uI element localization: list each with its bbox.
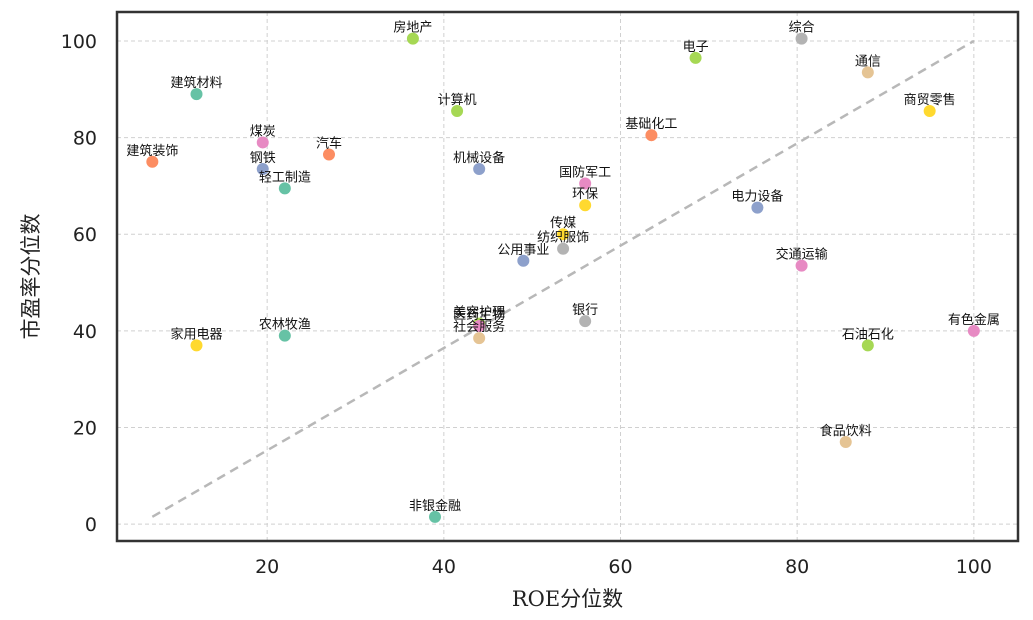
data-point [146, 155, 159, 168]
x-tick-labels: 20 40 60 80 100 [255, 556, 992, 578]
data-point [406, 32, 419, 45]
data-point [451, 105, 464, 118]
y-tick-label: 0 [85, 514, 97, 536]
point-label: 医药生物 [453, 308, 505, 323]
point-label: 钢铁 [250, 151, 276, 166]
point-label: 银行 [572, 303, 598, 318]
data-point [579, 199, 592, 212]
point-label: 食品饮料 [820, 423, 872, 439]
point-label: 国防军工 [559, 165, 611, 181]
y-tick-labels: 0 20 40 60 80 100 [61, 31, 97, 536]
point-label: 环保 [572, 187, 598, 202]
data-point [839, 435, 852, 448]
point-label: 计算机 [438, 93, 477, 108]
data-point [517, 254, 530, 267]
data-point [473, 163, 486, 176]
point-label: 美容护理 [453, 305, 505, 321]
data-point [473, 320, 486, 333]
y-axis-title: 市盈率分位数 [19, 214, 43, 340]
x-axis-title: ROE分位数 [512, 587, 623, 611]
data-point [689, 51, 702, 64]
data-point [429, 510, 441, 523]
point-label: 建筑材料 [170, 75, 222, 91]
point-label: 石油石化 [842, 327, 894, 342]
y-tick-label: 80 [73, 128, 97, 150]
data-point [256, 163, 269, 176]
point-label: 农林牧渔 [259, 318, 311, 333]
x-tick-label: 20 [255, 556, 279, 578]
data-point [795, 259, 808, 272]
point-label: 家用电器 [170, 326, 222, 342]
point-label: 电力设备 [731, 189, 783, 205]
data-point [256, 136, 269, 149]
y-tick-label: 60 [73, 224, 97, 246]
point-label: 非银金融 [409, 498, 461, 514]
point-labels: 房地产 综合电子通信建筑材料商贸零售 计算机基础化工 煤炭汽车 建筑装饰钢铁 机械设备国防… [126, 20, 1000, 514]
data-points [146, 32, 980, 523]
data-point [579, 315, 592, 328]
data-point [579, 177, 592, 190]
data-point [861, 339, 874, 352]
x-tick-label: 80 [785, 556, 809, 578]
data-point [190, 339, 203, 352]
plot-frame [115, 10, 1020, 543]
point-label: 机械设备 [453, 150, 505, 166]
point-label: 纺织服饰 [537, 231, 589, 246]
point-label: 传媒 [550, 216, 576, 231]
data-point [967, 324, 980, 337]
grid-lines [117, 12, 1018, 541]
data-point [557, 242, 570, 255]
data-point [751, 201, 764, 214]
point-label: 房地产 [393, 20, 432, 36]
x-tick-label: 60 [608, 556, 632, 578]
point-label: 基础化工 [625, 117, 677, 132]
data-point [278, 182, 291, 195]
point-label: 轻工制造 [259, 170, 311, 185]
point-label: 公用事业 [497, 243, 549, 258]
point-label: 社会服务 [453, 319, 505, 335]
data-point [923, 105, 936, 118]
point-label: 交通运输 [776, 247, 828, 263]
point-label: 建筑装饰 [126, 143, 178, 159]
reference-diagonal-line [151, 39, 975, 518]
data-point [278, 329, 291, 342]
point-label: 有色金属 [948, 312, 1000, 328]
y-tick-label: 40 [73, 321, 97, 343]
point-label: 汽车 [316, 136, 342, 152]
data-point [795, 32, 808, 45]
point-label: 煤炭 [250, 124, 276, 139]
point-label: 电子 [683, 40, 709, 55]
x-tick-label: 100 [956, 556, 992, 578]
data-point [473, 332, 486, 345]
data-point [323, 148, 335, 161]
data-point [645, 129, 658, 142]
point-label: 通信 [855, 54, 881, 69]
data-point [190, 88, 203, 101]
x-tick-label: 40 [432, 556, 456, 578]
y-tick-label: 20 [73, 417, 97, 439]
data-point [861, 66, 874, 79]
point-label: 综合 [789, 21, 815, 36]
point-label: 商贸零售 [904, 92, 956, 108]
data-point [557, 228, 570, 241]
y-tick-label: 100 [61, 31, 97, 53]
